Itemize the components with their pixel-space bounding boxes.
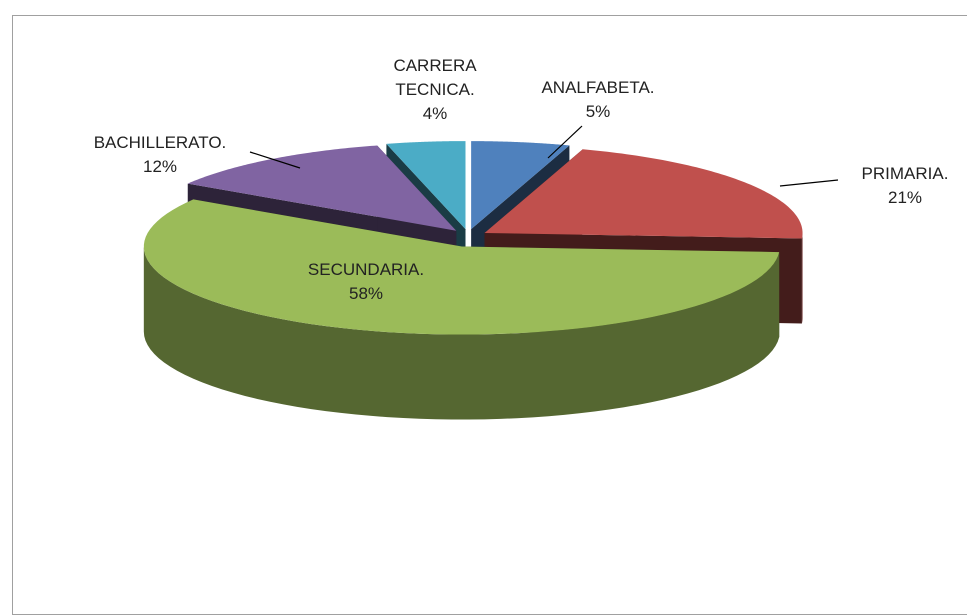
leader-line xyxy=(547,125,583,159)
category-label: PRIMARIA. xyxy=(861,164,949,183)
slice-top xyxy=(471,141,570,230)
data-label: PRIMARIA. 21% xyxy=(845,162,965,210)
value-label: 21% xyxy=(887,188,923,207)
data-label: ANALFABETA. 5% xyxy=(518,76,678,124)
category-label: BACHILLERATO. xyxy=(93,133,227,152)
data-label: SECUNDARIA. 58% xyxy=(286,258,446,306)
leader-line xyxy=(779,179,839,187)
slice-top xyxy=(484,149,803,239)
slice-side xyxy=(143,246,780,420)
category-label: ANALFABETA. xyxy=(541,78,655,97)
data-label: BACHILLERATO. 12% xyxy=(85,131,235,179)
leader-line xyxy=(249,151,301,169)
value-label: 5% xyxy=(585,102,611,121)
slice-top xyxy=(143,199,780,335)
data-label: CARRERA TECNICA. 4% xyxy=(385,54,485,126)
slice-top xyxy=(386,141,466,230)
category-label: CARRERA TECNICA. xyxy=(393,56,477,99)
category-label: SECUNDARIA. xyxy=(307,260,425,279)
slice-side xyxy=(801,232,803,324)
value-label: 12% xyxy=(142,157,178,176)
slice-top xyxy=(187,145,457,231)
value-label: 4% xyxy=(422,104,448,123)
slice xyxy=(143,199,780,420)
value-label: 58% xyxy=(348,284,384,303)
